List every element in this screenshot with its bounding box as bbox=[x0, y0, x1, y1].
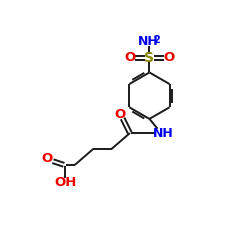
Text: O: O bbox=[114, 108, 125, 121]
Text: NH: NH bbox=[138, 36, 158, 49]
Text: O: O bbox=[164, 51, 174, 64]
Text: OH: OH bbox=[54, 176, 76, 189]
Text: O: O bbox=[124, 51, 136, 64]
Text: 2: 2 bbox=[153, 35, 160, 45]
Text: O: O bbox=[41, 152, 52, 165]
Text: NH: NH bbox=[152, 126, 173, 140]
Text: S: S bbox=[144, 51, 154, 65]
